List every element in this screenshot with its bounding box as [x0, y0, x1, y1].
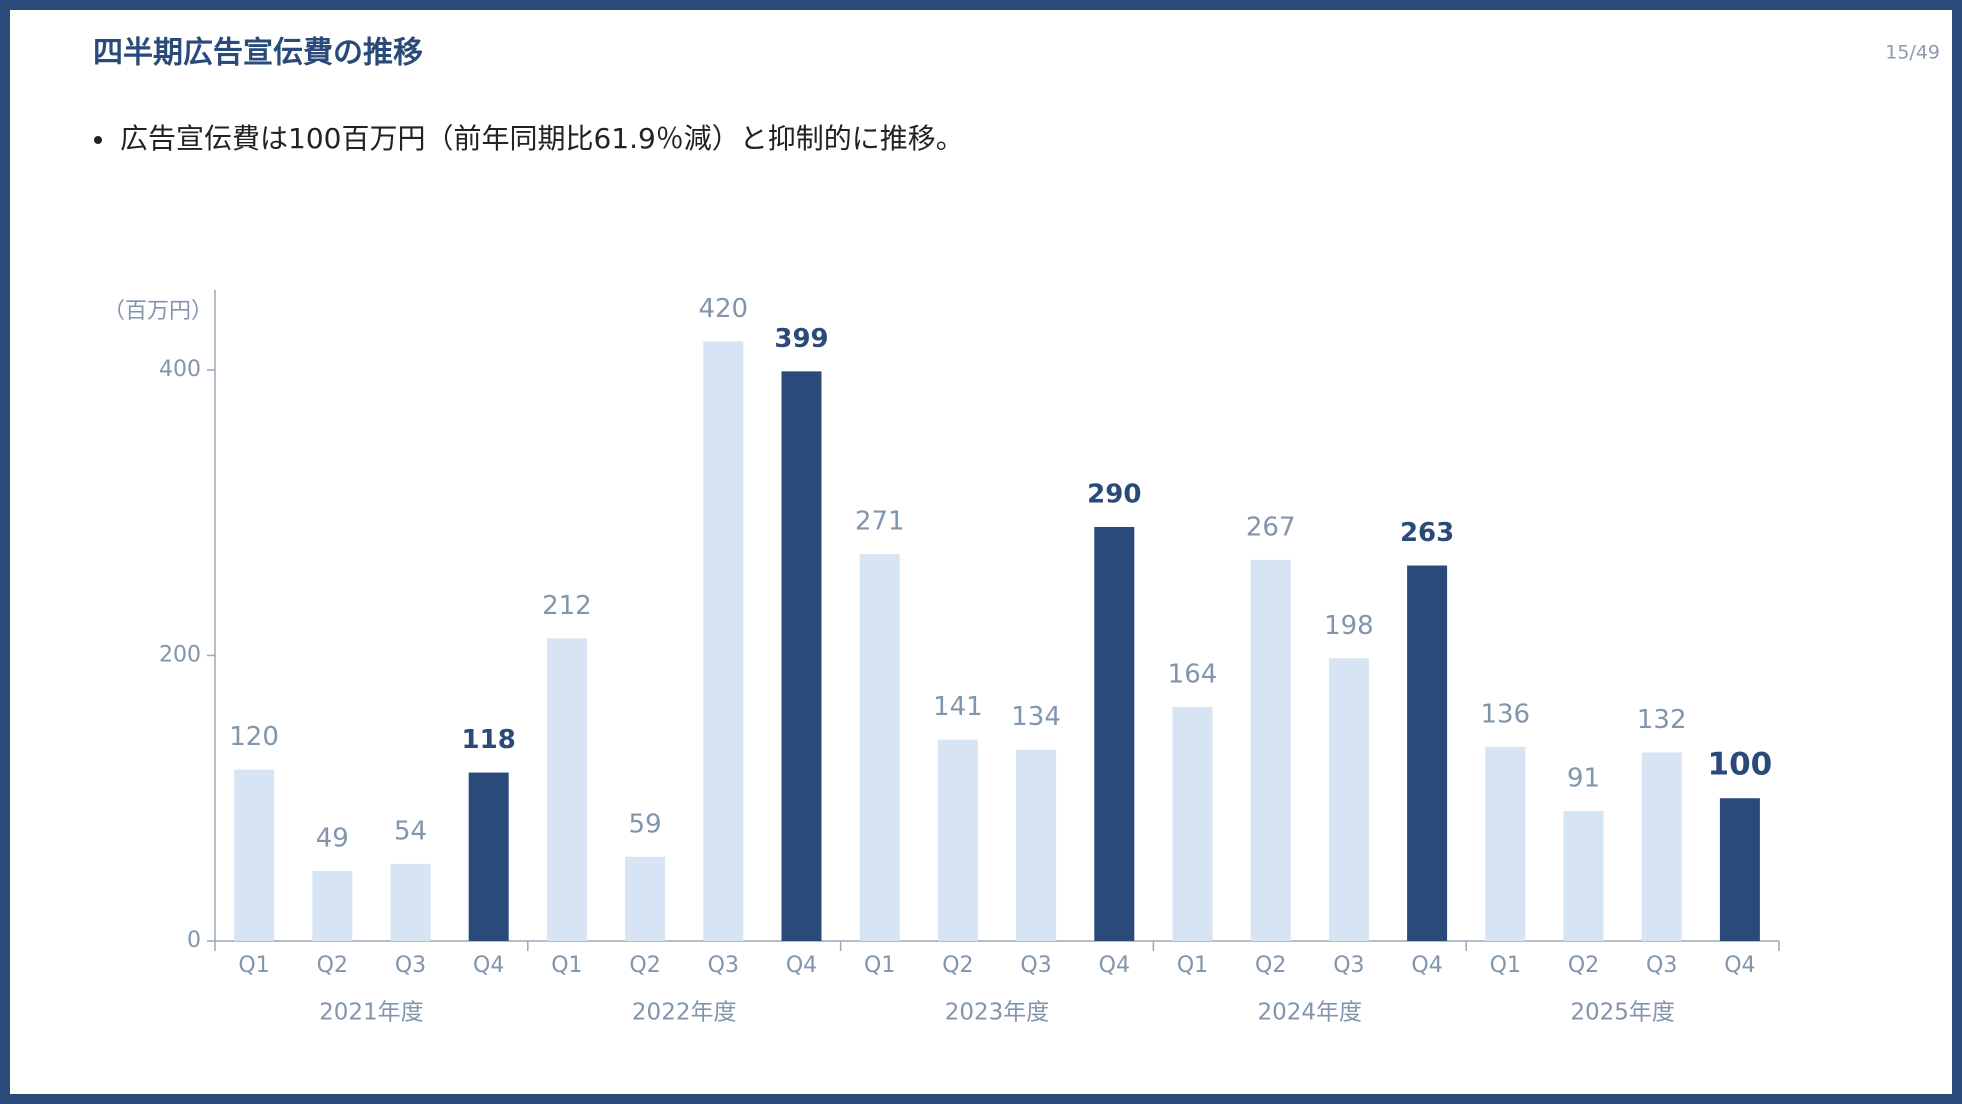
bar	[312, 871, 353, 941]
x-tick-label: Q2	[1255, 953, 1286, 978]
value-label: 100	[1708, 747, 1773, 783]
x-tick-label: Q3	[1333, 953, 1364, 978]
page-number: 15/49	[1885, 42, 1940, 64]
bullet-text: 広告宣伝費は100百万円（前年同期比61.9％減）と抑制的に推移。	[120, 122, 964, 155]
bar	[1485, 746, 1526, 941]
value-label: 134	[1011, 702, 1061, 732]
bar	[1250, 559, 1291, 941]
bar	[859, 554, 900, 941]
x-tick-label: Q4	[1411, 953, 1442, 978]
bar	[1172, 706, 1213, 941]
bar	[937, 739, 978, 941]
value-label: 267	[1246, 512, 1296, 542]
x-tick-label: Q2	[1568, 953, 1599, 978]
value-label: 54	[394, 816, 427, 846]
bar	[781, 371, 822, 941]
value-label: 118	[462, 725, 516, 755]
y-tick-label: 0	[187, 928, 201, 953]
group-label: 2021年度	[319, 1000, 424, 1026]
value-label: 271	[855, 507, 905, 537]
value-label: 59	[629, 809, 662, 839]
x-tick-label: Q2	[317, 953, 348, 978]
value-label: 164	[1168, 659, 1218, 689]
slide-title: 四半期広告宣伝費の推移	[93, 36, 423, 71]
x-tick-label: Q4	[1724, 953, 1755, 978]
bar	[1328, 658, 1369, 941]
value-label: 198	[1324, 611, 1374, 641]
x-tick-label: Q4	[473, 953, 504, 978]
value-label: 263	[1400, 518, 1454, 548]
x-tick-label: Q4	[786, 953, 817, 978]
x-tick-label: Q1	[1177, 953, 1208, 978]
chart: 四半期広告宣伝費の推移 15/49 広告宣伝費は100百万円（前年同期比61.9…	[93, 36, 1940, 1026]
bar	[468, 772, 509, 941]
bar	[703, 341, 744, 941]
value-label: 141	[933, 692, 983, 722]
y-tick-label: 200	[159, 642, 201, 667]
value-label: 91	[1567, 764, 1600, 794]
value-label: 399	[774, 324, 828, 354]
x-tick-label: Q3	[395, 953, 426, 978]
x-tick-label: Q3	[708, 953, 739, 978]
value-label: 49	[316, 824, 349, 854]
value-label: 212	[542, 591, 592, 621]
x-tick-label: Q1	[551, 953, 582, 978]
bar	[1641, 752, 1682, 941]
y-unit: （百万円）	[103, 299, 213, 324]
x-tick-label: Q1	[864, 953, 895, 978]
bar	[390, 863, 431, 941]
group-label: 2024年度	[1258, 1000, 1363, 1026]
x-tick-label: Q1	[1490, 953, 1521, 978]
value-label: 132	[1637, 705, 1687, 735]
x-tick-label: Q4	[1099, 953, 1130, 978]
value-label: 136	[1480, 699, 1530, 729]
bar	[1094, 526, 1135, 941]
group-label: 2022年度	[632, 1000, 737, 1026]
bar	[234, 769, 275, 941]
bar	[1563, 811, 1604, 941]
bar	[546, 638, 587, 941]
bullet-dot	[94, 136, 102, 144]
x-tick-label: Q2	[629, 953, 660, 978]
value-label: 120	[229, 722, 279, 752]
x-tick-label: Q3	[1646, 953, 1677, 978]
group-label: 2023年度	[945, 1000, 1050, 1026]
x-tick-label: Q2	[942, 953, 973, 978]
x-tick-label: Q3	[1020, 953, 1051, 978]
x-tick-label: Q1	[238, 953, 269, 978]
value-label: 420	[698, 294, 748, 324]
bar	[1719, 798, 1760, 941]
group-label: 2025年度	[1570, 1000, 1675, 1026]
bar	[1407, 565, 1448, 941]
y-tick-label: 400	[159, 357, 201, 382]
value-label: 290	[1087, 479, 1141, 509]
bar	[625, 856, 666, 941]
bar	[1016, 749, 1057, 941]
